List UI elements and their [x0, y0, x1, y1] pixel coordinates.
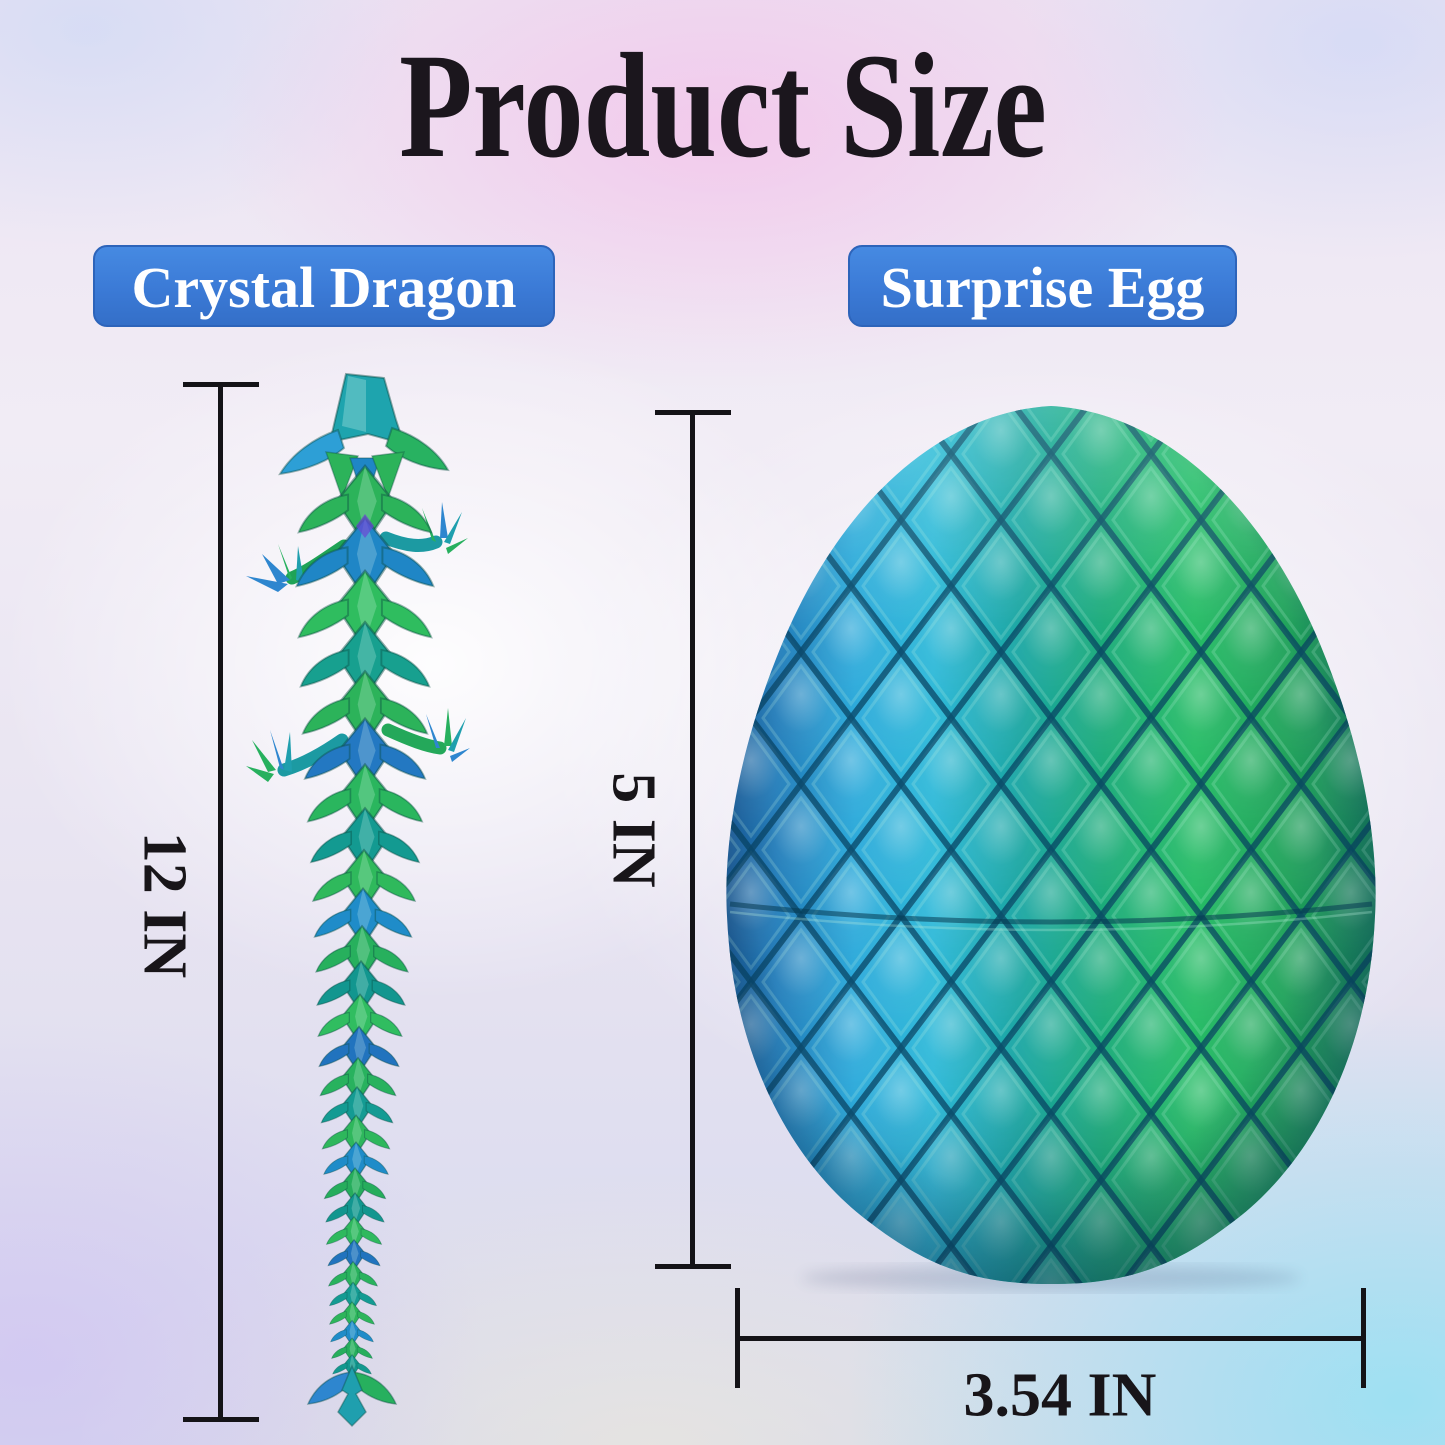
measure-value: 5 IN	[599, 772, 668, 888]
surprise-egg-label: Surprise Egg	[848, 245, 1237, 327]
measure-line	[218, 384, 223, 1420]
page-title: Product Size	[398, 23, 1047, 189]
measure-line	[737, 1336, 1365, 1341]
crystal-dragon-figure	[246, 372, 470, 1428]
crystal-dragon-label: Crystal Dragon	[93, 245, 555, 327]
dragon-egg-figure	[726, 406, 1376, 1291]
measure-cap-right	[1361, 1288, 1366, 1388]
dragon-hind-legs	[246, 708, 470, 782]
dragon-body-segments	[295, 464, 435, 873]
egg-shell	[726, 406, 1376, 1284]
measure-cap-bottom	[183, 1417, 259, 1422]
dragon-tail-fin	[306, 1364, 398, 1428]
egg-seam	[729, 901, 1373, 932]
measure-value: 3.54 IN	[963, 1361, 1157, 1430]
measure-cap-bottom	[655, 1264, 731, 1269]
dragon-front-legs	[246, 502, 468, 592]
dragon-tail-segments	[312, 849, 416, 1378]
measure-value: 12 IN	[130, 831, 199, 979]
measure-line	[690, 412, 695, 1268]
